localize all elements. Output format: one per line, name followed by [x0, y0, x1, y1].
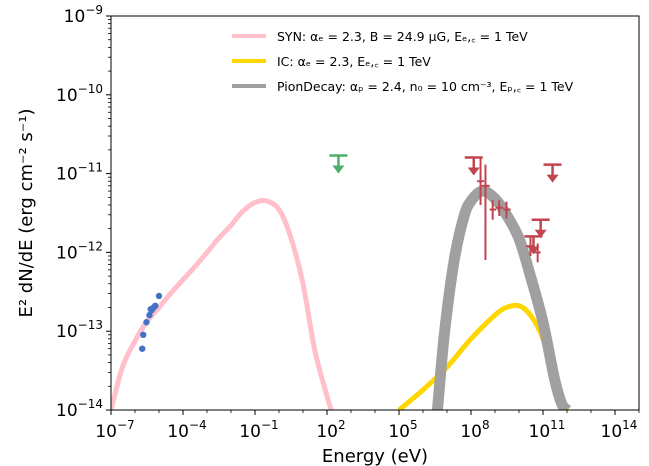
legend: SYN: αₑ = 2.3, B = 24.9 μG, Eₑ,꜀ = 1 TeV… [232, 29, 574, 94]
upper-limit-marker [524, 235, 543, 255]
upper-limit-marker [531, 218, 550, 238]
upper-limit-arrow [534, 229, 547, 238]
radio-data-point [143, 319, 150, 326]
radio-data-point [155, 292, 163, 300]
ticks-layer: 10−7 10−4 10−1 102 105 108 1011 1014 10−14 10−13 1… [56, 3, 640, 442]
gamma-data-point [534, 243, 541, 263]
y-tick-label: 10−14 [56, 397, 103, 421]
gamma-data-point [489, 200, 496, 220]
y-tick-label: 10−12 [56, 239, 103, 263]
upper-limit-arrow [332, 165, 345, 174]
x-tick-label: 108 [460, 418, 489, 442]
y-tick-label: 10−13 [56, 318, 103, 342]
gamma-data-point [495, 200, 504, 216]
x-tick-label: 102 [316, 418, 345, 442]
x-tick-label: 10−7 [95, 418, 134, 442]
gamma-data-point [477, 157, 485, 205]
series-line-syn [111, 197, 334, 410]
series-layer [111, 185, 572, 410]
gamma-data-point [481, 164, 490, 261]
points-layer [139, 154, 562, 352]
x-tick-label: 105 [388, 418, 417, 442]
legend-label-ic: IC: αₑ = 2.3, Eₑ,꜀ = 1 TeV [277, 54, 431, 69]
upper-limit-marker [329, 154, 348, 174]
upper-limit-arrow [527, 246, 540, 255]
radio-data-point [146, 311, 153, 319]
upper-limit-marker [543, 163, 562, 183]
legend-label-syn: SYN: αₑ = 2.3, B = 24.9 μG, Eₑ,꜀ = 1 TeV [277, 29, 528, 44]
gamma-data-point [503, 201, 511, 219]
upper-limit-arrow [546, 174, 559, 183]
x-axis-label: Energy (eV) [322, 446, 428, 466]
upper-limit-arrow [467, 167, 480, 176]
series-line-piondecay [431, 185, 572, 410]
y-tick-label: 10−9 [64, 3, 103, 27]
x-tick-label: 10−1 [239, 418, 278, 442]
legend-label-piondecay: PionDecay: αₚ = 2.4, n₀ = 10 cm⁻³, Eₚ,꜀ … [277, 79, 574, 94]
radio-data-point [140, 331, 147, 339]
radio-data-point [139, 345, 146, 352]
radio-data-point [152, 302, 159, 310]
y-tick-label: 10−11 [56, 161, 103, 185]
plot-frame [110, 15, 640, 411]
x-tick-label: 10−4 [167, 418, 206, 442]
y-tick-label: 10−10 [56, 82, 103, 106]
upper-limit-marker [464, 156, 483, 176]
x-tick-label: 1014 [601, 418, 638, 442]
y-axis-label: E² dN/dE (erg cm⁻² s⁻¹) [16, 108, 37, 317]
x-tick-label: 1011 [529, 418, 566, 442]
